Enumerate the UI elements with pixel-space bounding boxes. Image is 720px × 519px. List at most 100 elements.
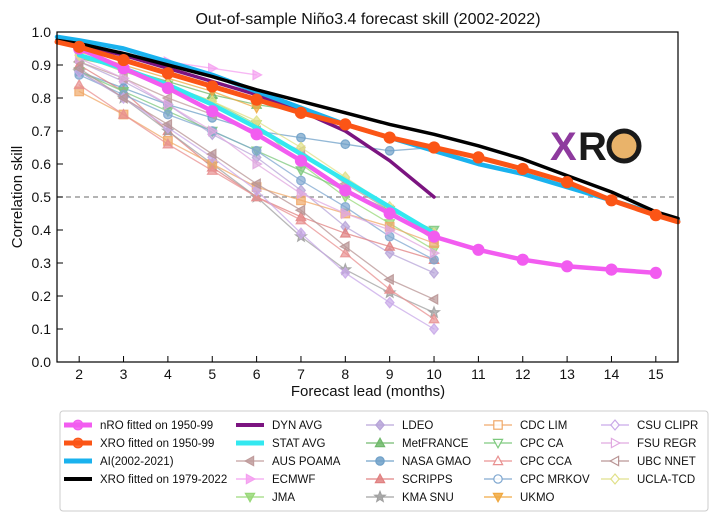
data-point <box>383 273 394 286</box>
data-point <box>516 162 529 176</box>
legend-item-nasa-gmao: NASA GMAO <box>366 456 471 468</box>
legend-label: LDEO <box>402 420 433 432</box>
legend-item-ai-2002-2021-: AI(2002-2021) <box>64 456 174 468</box>
legend-swatch-marker <box>492 454 504 466</box>
legend: nRO fitted on 1950-99 XRO fitted on 1950-… <box>59 410 709 512</box>
legend-item-ecmwf: ECMWF <box>236 473 315 486</box>
y-tick-label: 0.1 <box>32 321 52 337</box>
data-point <box>117 108 130 119</box>
data-point <box>649 209 662 222</box>
legend-label: CPC CA <box>520 438 564 450</box>
legend-label: CPC CCA <box>520 456 572 468</box>
legend-swatch-marker <box>375 456 385 466</box>
data-point <box>162 138 174 149</box>
legend-swatch-marker <box>610 473 620 485</box>
data-point <box>161 67 174 80</box>
legend-label: AI(2002-2021) <box>100 456 174 468</box>
legend-swatch-marker <box>72 419 84 431</box>
data-point <box>251 145 262 156</box>
x-tick-label: 15 <box>648 366 664 382</box>
data-point <box>428 266 440 280</box>
x-tick-label: 3 <box>120 366 128 382</box>
data-point <box>119 72 130 84</box>
data-point <box>208 125 219 137</box>
x-tick-label: 14 <box>604 366 620 382</box>
data-point <box>427 141 441 154</box>
x-tick-label: 11 <box>471 366 486 382</box>
data-point <box>252 158 263 170</box>
legend-item-scripps: SCRIPPS <box>366 472 453 486</box>
legend-item-jma: JMA <box>236 492 295 504</box>
legend-item-kma-snu: KMA SNU <box>366 489 454 504</box>
data-point <box>427 293 439 306</box>
legend-swatch-marker <box>374 472 386 484</box>
x-tick-label: 8 <box>341 366 349 382</box>
y-axis-label: Correlation skill <box>9 146 26 249</box>
data-point <box>295 213 307 225</box>
series-cpc-mrkov <box>74 69 439 265</box>
y-tick-label: 1.0 <box>32 24 52 40</box>
data-point <box>561 176 574 189</box>
logo-o-icon <box>606 128 642 164</box>
y-tick-label: 0.4 <box>32 222 52 238</box>
data-point <box>649 266 662 279</box>
data-point <box>384 296 395 309</box>
legend-swatch-marker <box>373 489 387 503</box>
legend-label: JMA <box>272 492 295 504</box>
data-point <box>73 78 85 90</box>
legend-item-metfrance: MetFRANCE <box>366 436 469 450</box>
legend-item-xro-fitted-on-1950-99: XRO fitted on 1950-99 <box>64 437 214 450</box>
x-tick-label: 6 <box>253 366 261 382</box>
data-point <box>295 166 307 177</box>
legend-label: FSU REGR <box>637 438 696 450</box>
data-point <box>117 92 128 104</box>
data-point <box>605 263 618 276</box>
data-point <box>250 178 261 190</box>
legend-label: CSU CLIPR <box>637 420 698 432</box>
data-point <box>472 151 485 164</box>
legend-label: SCRIPPS <box>402 474 453 486</box>
legend-swatch-marker <box>608 455 620 467</box>
data-point <box>383 240 396 251</box>
legend-swatch-marker <box>245 473 257 485</box>
data-point <box>296 175 306 186</box>
data-point <box>339 246 352 258</box>
series-cpc-cca <box>73 78 440 324</box>
legend-swatch-marker <box>375 419 385 431</box>
x-tick-label: 13 <box>559 366 575 382</box>
legend-label: CDC LIM <box>520 420 567 432</box>
legend-item-ubc-nnet: UBC NNET <box>601 455 696 468</box>
data-point <box>117 53 130 67</box>
legend-swatch-marker <box>72 437 84 449</box>
legend-label: UCLA-TCD <box>637 474 695 486</box>
data-point <box>250 128 263 141</box>
x-tick-label: 7 <box>297 366 305 382</box>
legend-swatch-marker <box>610 437 622 449</box>
y-tick-label: 0.9 <box>32 57 52 73</box>
legend-swatch-marker <box>610 419 620 431</box>
data-point <box>162 109 173 120</box>
data-point <box>383 283 396 294</box>
legend-label: CPC MRKOV <box>520 474 590 486</box>
legend-item-stat-avg: STAT AVG <box>236 438 326 450</box>
data-point <box>340 139 351 150</box>
series-xro-fitted-on-1950-99 <box>54 39 681 225</box>
data-point <box>428 322 440 336</box>
y-tick-label: 0.7 <box>32 123 52 139</box>
data-point <box>295 227 307 240</box>
y-tick-label: 0.8 <box>32 90 52 106</box>
data-point <box>341 207 352 220</box>
data-point <box>208 62 219 75</box>
data-point <box>161 81 174 95</box>
series-line <box>55 38 680 221</box>
legend-label: XRO fitted on 1979-2022 <box>100 474 227 486</box>
legend-label: nRO fitted on 1950-99 <box>100 420 213 432</box>
legend-item-cpc-mrkov: CPC MRKOV <box>484 474 590 486</box>
y-tick-label: 0.3 <box>32 255 52 271</box>
legend-item-nro-fitted-on-1950-99: nRO fitted on 1950-99 <box>64 419 213 432</box>
legend-label: ECMWF <box>272 474 315 486</box>
legend-item-fsu-regr: FSU REGR <box>601 437 696 450</box>
data-point <box>340 266 351 280</box>
data-point <box>339 240 350 253</box>
series-line <box>54 39 681 225</box>
